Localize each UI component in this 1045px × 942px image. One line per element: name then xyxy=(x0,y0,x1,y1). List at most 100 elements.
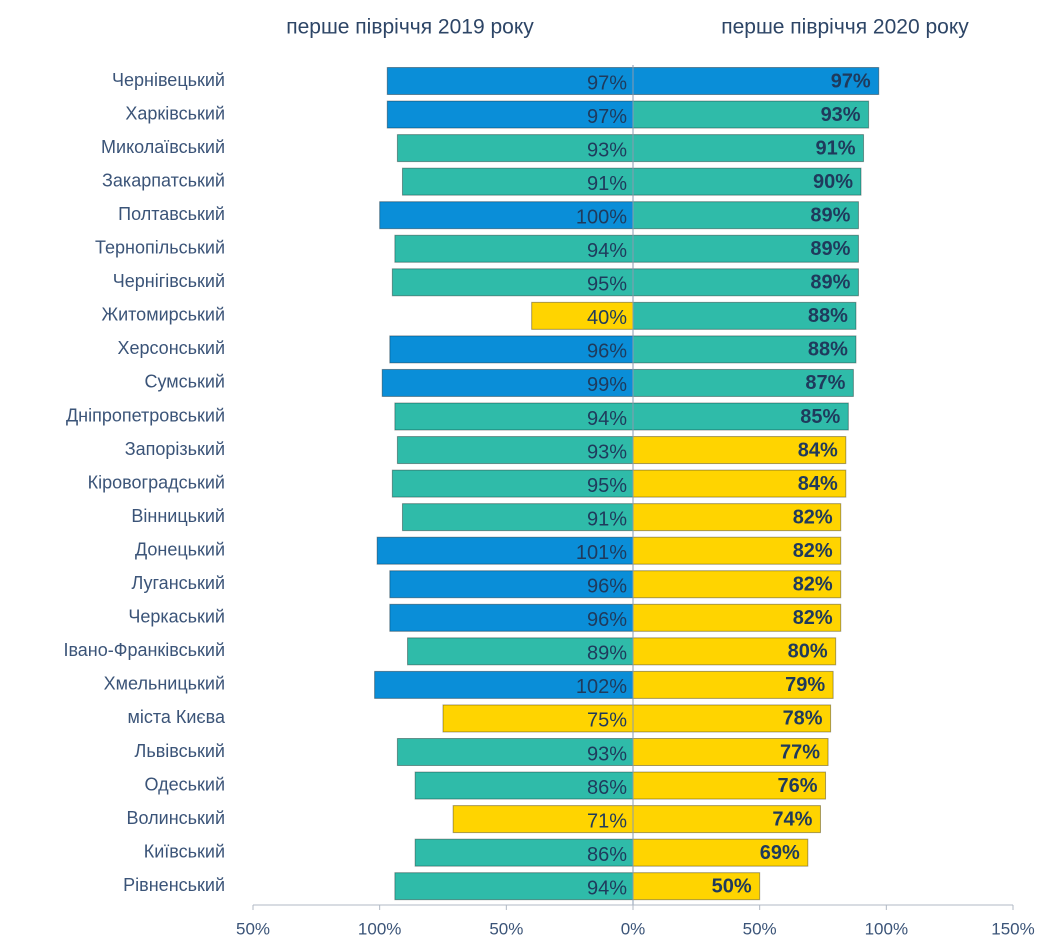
x-tick-label: 50% xyxy=(236,919,270,938)
value-label: 86% xyxy=(587,844,627,866)
value-label: 91% xyxy=(816,137,856,159)
category-label: Донецький xyxy=(135,539,225,559)
category-label: Волинський xyxy=(127,808,225,828)
value-label: 95% xyxy=(587,475,627,497)
bar xyxy=(632,436,847,465)
value-label: 40% xyxy=(587,307,627,329)
x-tick-label: 150% xyxy=(991,919,1034,938)
subtitle: перше півріччя 2019 року xyxy=(286,16,534,39)
bar xyxy=(632,167,862,196)
bar xyxy=(632,805,821,834)
bar xyxy=(391,469,634,498)
bar xyxy=(632,201,859,230)
value-label: 93% xyxy=(587,441,627,463)
category-label: Кіровоградський xyxy=(88,472,225,492)
value-label: 102% xyxy=(576,676,627,698)
bar xyxy=(381,368,634,397)
bar xyxy=(632,67,880,95)
category-label: Львівський xyxy=(135,741,225,761)
bar xyxy=(389,603,634,632)
value-label: 89% xyxy=(810,204,850,226)
category-label: Тернопільський xyxy=(95,238,225,258)
bar xyxy=(632,134,865,163)
category-label: Запорізький xyxy=(125,439,225,459)
value-label: 86% xyxy=(587,777,627,799)
x-tick-label: 100% xyxy=(865,919,908,938)
bar xyxy=(394,872,634,901)
bar xyxy=(632,100,870,129)
bar xyxy=(632,738,829,766)
value-label: 94% xyxy=(587,240,627,262)
category-label: Дніпропетровський xyxy=(66,405,225,425)
value-label: 96% xyxy=(587,576,627,598)
category-label: Харківський xyxy=(125,103,225,123)
x-tick-label: 100% xyxy=(358,919,401,938)
value-label: 82% xyxy=(793,607,833,629)
value-label: 93% xyxy=(587,139,627,161)
value-label: 84% xyxy=(798,473,838,495)
category-label: Полтавський xyxy=(118,204,225,224)
bar xyxy=(632,368,854,397)
value-label: 82% xyxy=(793,574,833,596)
bar xyxy=(632,234,859,263)
value-label: 93% xyxy=(821,104,861,126)
bar xyxy=(632,838,809,867)
value-label: 94% xyxy=(587,877,627,899)
bar xyxy=(407,637,634,666)
value-label: 91% xyxy=(587,508,627,530)
value-label: 99% xyxy=(587,374,627,396)
category-label: Черкаський xyxy=(128,607,225,627)
category-label: Луганський xyxy=(132,573,226,593)
category-label: Житомирський xyxy=(101,305,225,325)
category-label: Чернігівський xyxy=(113,271,225,291)
category-label: Чернівецький xyxy=(112,70,225,90)
value-label: 96% xyxy=(587,341,627,363)
category-label: Херсонський xyxy=(117,338,225,358)
value-label: 84% xyxy=(798,439,838,461)
bar xyxy=(452,805,634,834)
bar xyxy=(632,570,842,599)
bar xyxy=(632,503,842,532)
bar xyxy=(531,301,634,330)
value-label: 75% xyxy=(587,710,627,732)
bar xyxy=(396,738,634,766)
value-label: 88% xyxy=(808,305,848,327)
value-label: 89% xyxy=(810,238,850,260)
value-label: 100% xyxy=(576,206,627,228)
value-label: 97% xyxy=(587,106,627,128)
value-label: 95% xyxy=(587,274,627,296)
category-label: Вінницький xyxy=(131,506,225,526)
bar xyxy=(632,637,837,666)
value-label: 94% xyxy=(587,408,627,430)
value-label: 79% xyxy=(785,674,825,696)
x-tick-label: 0% xyxy=(621,919,646,938)
x-tick-label: 50% xyxy=(489,919,523,938)
value-label: 96% xyxy=(587,609,627,631)
value-label: 85% xyxy=(800,406,840,428)
value-label: 97% xyxy=(587,72,627,94)
bar xyxy=(391,268,634,297)
category-label: Київський xyxy=(144,841,225,861)
category-label: Сумський xyxy=(144,372,225,392)
bar xyxy=(632,670,834,699)
category-label: Миколаївський xyxy=(101,137,225,157)
value-label: 90% xyxy=(813,171,853,193)
bar xyxy=(632,335,857,364)
bar xyxy=(632,536,842,565)
value-label: 89% xyxy=(810,272,850,294)
value-label: 82% xyxy=(793,540,833,562)
bar xyxy=(374,670,634,699)
bar xyxy=(394,234,634,263)
value-label: 97% xyxy=(831,70,871,92)
bar xyxy=(389,570,634,599)
value-label: 80% xyxy=(788,641,828,663)
bar xyxy=(632,603,842,632)
bar xyxy=(632,469,847,498)
bar xyxy=(389,335,634,364)
value-label: 91% xyxy=(587,173,627,195)
bar xyxy=(632,268,859,297)
value-label: 74% xyxy=(772,808,812,830)
category-label: Одеський xyxy=(145,774,225,794)
value-label: 71% xyxy=(587,810,627,832)
bar xyxy=(401,503,634,532)
